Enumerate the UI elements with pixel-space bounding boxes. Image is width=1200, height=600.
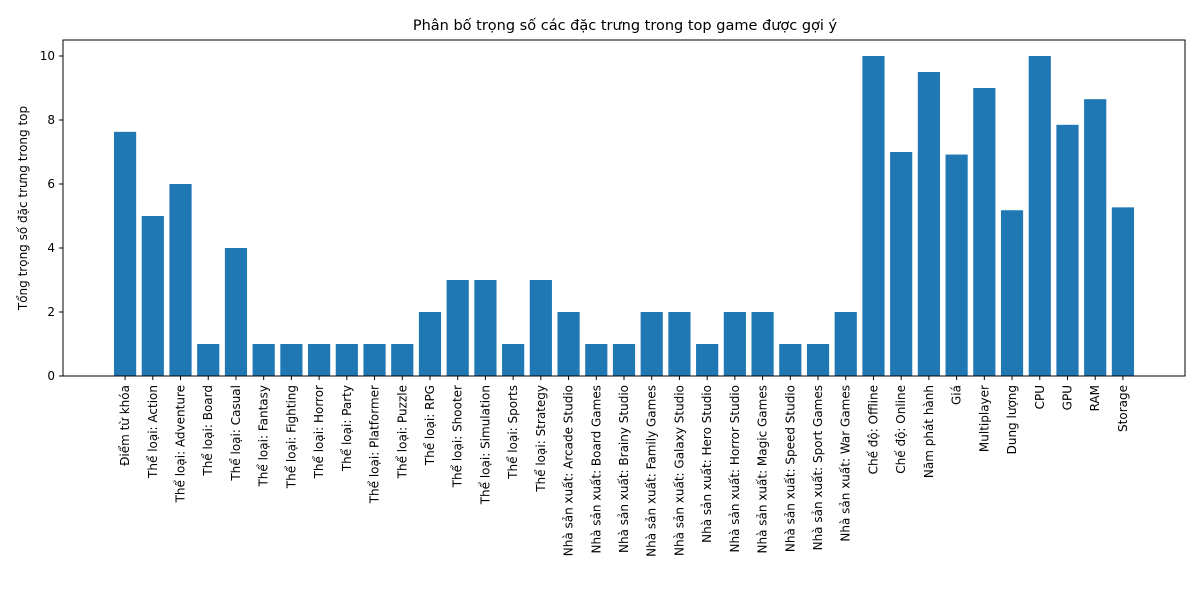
x-tick-label: Nhà sản xuất: Speed Studio bbox=[783, 385, 797, 552]
bar bbox=[1056, 124, 1079, 376]
bar bbox=[640, 312, 663, 376]
bar bbox=[391, 344, 414, 376]
bar bbox=[862, 56, 885, 376]
bar bbox=[945, 154, 968, 376]
y-tick-label: 10 bbox=[40, 49, 55, 63]
y-axis: 0 2 4 6 8 10 bbox=[40, 49, 63, 383]
bar bbox=[1084, 99, 1107, 376]
bar bbox=[751, 312, 774, 376]
x-tick-label: Thể loại: Fantasy bbox=[257, 385, 271, 488]
bar bbox=[252, 344, 275, 376]
bar bbox=[723, 312, 746, 376]
x-tick-label: Điểm từ khóa bbox=[118, 385, 132, 466]
x-tick-label: RAM bbox=[1088, 385, 1102, 411]
x-tick-label: Năm phát hành bbox=[922, 385, 936, 478]
bar bbox=[418, 312, 442, 376]
x-tick-label: Thể loại: Party bbox=[340, 385, 354, 472]
x-tick-label: Thể loại: Board bbox=[201, 385, 215, 477]
bar bbox=[308, 344, 331, 376]
bar bbox=[696, 344, 719, 376]
x-tick-label: Giá bbox=[950, 385, 964, 405]
x-tick-label: Nhà sản xuất: Arcade Studio bbox=[562, 385, 576, 556]
bar bbox=[224, 248, 248, 376]
bar bbox=[612, 344, 636, 376]
x-tick-label: Thể loại: Fighting bbox=[284, 385, 298, 489]
x-tick-label: Thể loại: Platformer bbox=[368, 385, 382, 504]
x-tick-label: Thể loại: Casual bbox=[229, 385, 243, 482]
bar bbox=[1111, 207, 1134, 376]
x-tick-label: Nhà sản xuất: Horror Studio bbox=[728, 385, 742, 552]
x-tick-label: CPU bbox=[1033, 385, 1047, 409]
bar bbox=[557, 312, 580, 376]
x-tick-label: Thể loại: Horror bbox=[312, 385, 326, 479]
x-tick-label: Thể loại: Shooter bbox=[451, 385, 465, 488]
bar bbox=[917, 72, 940, 376]
bar bbox=[529, 280, 552, 376]
x-tick-label: Nhà sản xuất: Sport Games bbox=[811, 385, 825, 550]
bar bbox=[502, 344, 525, 376]
bar bbox=[779, 344, 802, 376]
bar bbox=[446, 280, 469, 376]
y-tick-label: 2 bbox=[47, 305, 55, 319]
y-tick-label: 0 bbox=[47, 369, 55, 383]
x-tick-label: Multiplayer bbox=[977, 385, 991, 452]
plot-frame bbox=[62, 39, 1186, 377]
y-axis-title: Tổng trọng số đặc trưng trong top bbox=[16, 106, 30, 311]
x-tick-label: Chế độ: Online bbox=[894, 385, 908, 474]
bar bbox=[890, 152, 913, 376]
bar bbox=[335, 344, 358, 376]
bar bbox=[1028, 56, 1051, 376]
x-tick-label: Thể loại: Strategy bbox=[534, 385, 548, 493]
bar bbox=[114, 131, 137, 376]
y-tick-label: 8 bbox=[47, 113, 55, 127]
x-tick-label: Thể loại: Simulation bbox=[478, 385, 492, 505]
bar bbox=[585, 344, 608, 376]
x-tick-label: Nhà sản xuất: Brainy Studio bbox=[617, 385, 631, 553]
x-tick-label: Thể loại: Adventure bbox=[174, 385, 188, 503]
x-tick-label: Storage bbox=[1116, 385, 1130, 432]
x-tick-label: Thể loại: Sports bbox=[506, 385, 520, 480]
x-tick-label: Thể loại: Action bbox=[146, 385, 160, 479]
y-tick-label: 4 bbox=[47, 241, 55, 255]
bar bbox=[1000, 210, 1024, 376]
bar bbox=[668, 312, 691, 376]
x-tick-label: Nhà sản xuất: Board Games bbox=[589, 385, 603, 553]
x-axis: Điểm từ khóa Thể loại: Action Thể loại: Ad… bbox=[118, 376, 1130, 557]
y-tick-label: 6 bbox=[47, 177, 55, 191]
x-tick-label: Nhà sản xuất: War Games bbox=[839, 385, 853, 542]
bar bbox=[280, 344, 303, 376]
bar bbox=[169, 184, 192, 376]
x-tick-label: Thể loại: RPG bbox=[423, 385, 437, 466]
x-tick-label: Thể loại: Puzzle bbox=[395, 385, 409, 479]
x-tick-label: Chế độ: Offline bbox=[866, 385, 880, 474]
x-tick-label: Nhà sản xuất: Magic Games bbox=[756, 385, 770, 553]
bar bbox=[363, 344, 386, 376]
bar bbox=[197, 344, 220, 376]
chart-title: Phân bố trọng số các đặc trưng trong top… bbox=[413, 17, 838, 34]
x-tick-label: GPU bbox=[1060, 385, 1074, 410]
bars-group bbox=[114, 56, 1134, 376]
x-tick-label: Nhà sản xuất: Galaxy Studio bbox=[672, 385, 686, 556]
x-tick-label: Nhà sản xuất: Family Games bbox=[645, 385, 659, 557]
bar bbox=[474, 280, 497, 376]
x-tick-label: Nhà sản xuất: Hero Studio bbox=[700, 385, 714, 543]
bar bbox=[973, 88, 996, 376]
bar bbox=[141, 216, 164, 376]
x-tick-label: Dung lượng bbox=[1005, 385, 1019, 454]
bar bbox=[806, 344, 830, 376]
bar bbox=[834, 312, 857, 376]
